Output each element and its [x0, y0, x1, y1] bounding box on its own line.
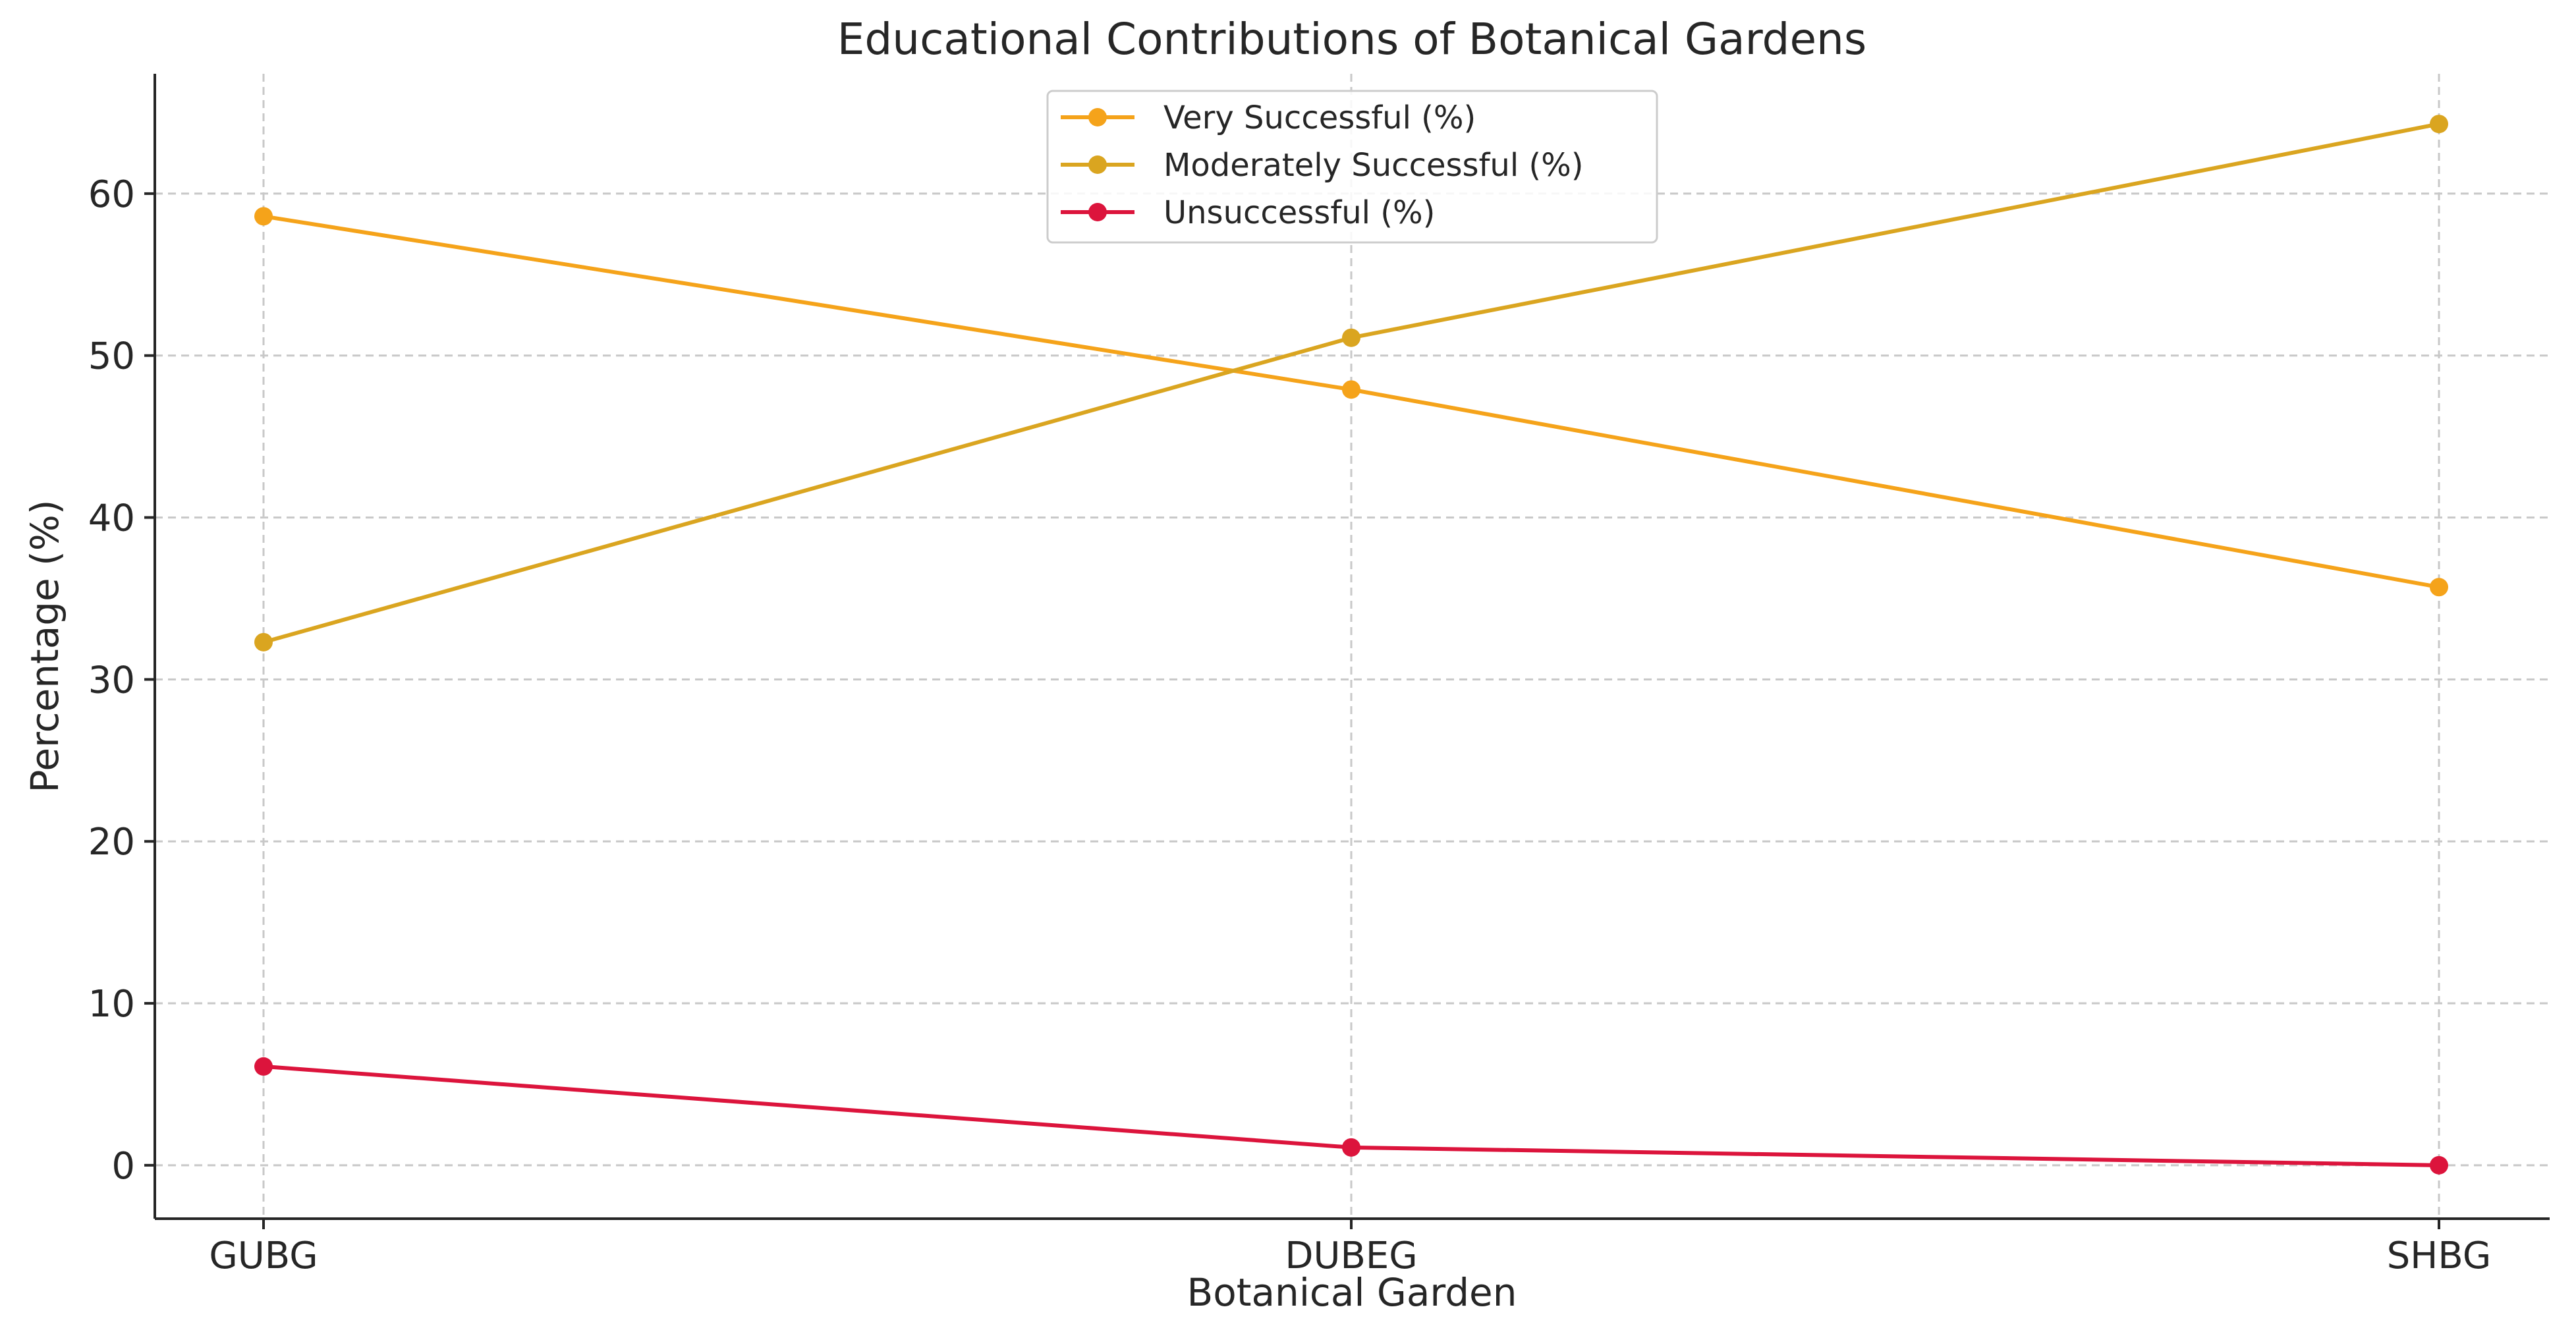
data-point: [2430, 1155, 2448, 1175]
data-point: [1342, 1138, 1360, 1157]
legend-entry: Unsuccessful (%): [1061, 194, 1435, 231]
y-tick-label: 60: [88, 173, 135, 216]
legend-marker: [1088, 108, 1107, 126]
x-tick-label: DUBEG: [1285, 1235, 1417, 1277]
data-point: [254, 632, 273, 652]
legend: Very Successful (%) Moderately Successful…: [1046, 90, 1658, 244]
legend-marker: [1088, 155, 1107, 174]
legend-entry: Very Successful (%): [1061, 99, 1476, 136]
x-tick-label: SHBG: [2387, 1235, 2491, 1277]
legend-label: Unsuccessful (%): [1163, 194, 1435, 231]
data-point: [254, 1057, 273, 1076]
y-tick-label: 20: [88, 821, 135, 864]
data-point: [2430, 578, 2448, 597]
series-layer: [254, 115, 2448, 1175]
series-unsuccessful: [254, 1057, 2448, 1175]
data-point: [1342, 380, 1360, 399]
data-point: [2430, 115, 2448, 134]
y-axis-ticks: 0 10 20 30 40 50 60: [88, 173, 155, 1188]
chart-title: Educational Contributions of Botanical G…: [837, 14, 1867, 65]
legend-entry: Moderately Successful (%): [1061, 147, 1583, 184]
legend-frame: [1046, 90, 1658, 244]
data-point: [254, 207, 273, 226]
x-tick-label: GUBG: [209, 1235, 318, 1277]
legend-marker: [1088, 203, 1107, 221]
legend-label: Very Successful (%): [1163, 99, 1476, 136]
y-tick-label: 30: [88, 659, 135, 702]
y-tick-label: 0: [111, 1145, 135, 1188]
y-axis-label: Percentage (%): [22, 499, 67, 792]
data-point: [1342, 328, 1360, 347]
legend-label: Moderately Successful (%): [1163, 147, 1583, 184]
y-tick-label: 40: [88, 497, 135, 540]
grid: [155, 74, 2550, 1219]
series-moderately-successful: [254, 115, 2448, 652]
y-tick-label: 50: [88, 335, 135, 378]
y-tick-label: 10: [88, 983, 135, 1026]
x-axis-ticks: GUBG DUBEG SHBG: [209, 1219, 2491, 1277]
series-very-successful: [254, 207, 2448, 597]
x-axis-label: Botanical Garden: [1187, 1270, 1517, 1315]
